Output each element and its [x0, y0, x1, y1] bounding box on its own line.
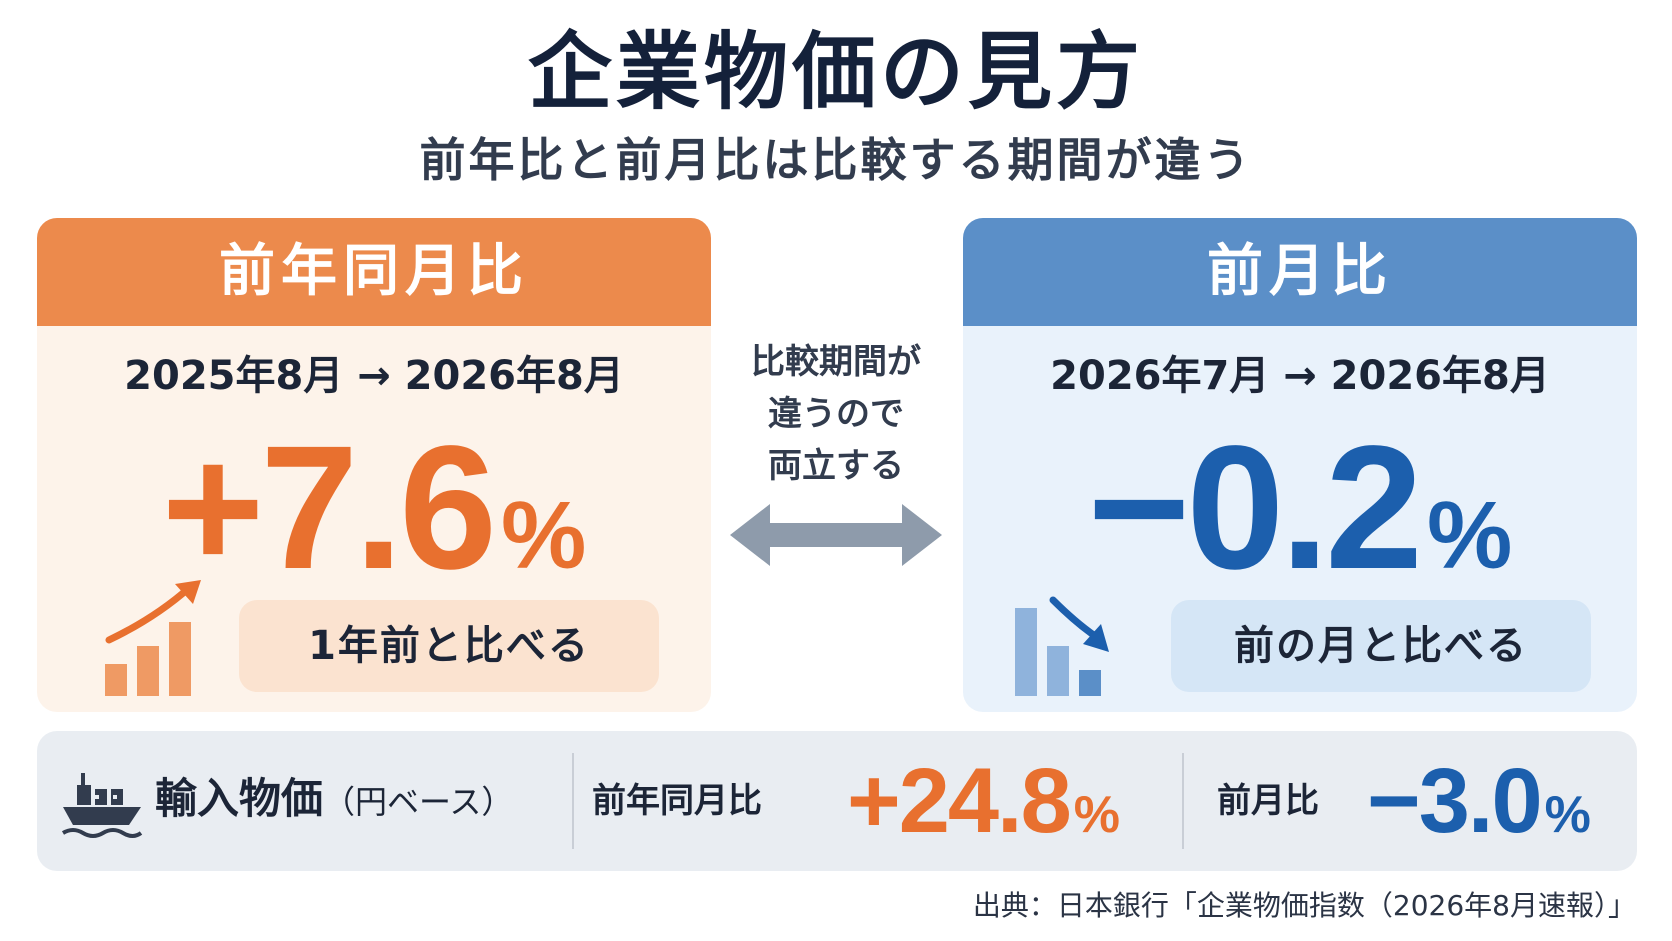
rising-bar-chart-icon: [105, 580, 201, 696]
import-mom-caption: 前月比: [1217, 781, 1319, 821]
divider: [1182, 753, 1184, 849]
middle-line-3: 両立する: [768, 446, 904, 486]
mom-note: 前の月と比べる: [1171, 600, 1591, 692]
import-yoy-unit: %: [1073, 786, 1121, 844]
yoy-card: 前年同月比 2025年8月 → 2026年8月 +7.6% 1年前と比べる: [37, 218, 711, 712]
divider: [572, 753, 574, 849]
mom-card-header: 前月比: [963, 218, 1637, 326]
mom-card: 前月比 2026年7月 → 2026年8月 −0.2% 前の月と比べる: [963, 218, 1637, 712]
import-prices-basis: （円ベース）: [323, 783, 514, 821]
falling-bar-chart-icon: [1015, 596, 1109, 696]
yoy-value-number: +7.6: [161, 410, 497, 606]
middle-line-2: 違うので: [768, 394, 904, 434]
import-prices-panel: 輸入物価（円ベース） 前年同月比 +24.8% 前月比 −3.0%: [37, 731, 1637, 871]
yoy-note: 1年前と比べる: [239, 600, 659, 692]
cargo-ship-icon: [61, 773, 143, 838]
import-mom-number: −3.0: [1367, 750, 1543, 852]
source-note: 出典：日本銀行「企業物価指数（2026年8月速報）」: [972, 889, 1636, 922]
mom-value-unit: %: [1427, 482, 1513, 589]
import-mom-unit: %: [1544, 786, 1591, 844]
yoy-value: +7.6%: [37, 418, 711, 626]
import-prices-label: 輸入物価（円ベース）: [155, 769, 513, 832]
middle-explanation: 比較期間が 違うので 両立する: [730, 336, 942, 492]
double-arrow-icon: [730, 504, 942, 566]
page-title: 企業物価の見方: [527, 23, 1144, 121]
mom-period: 2026年7月 → 2026年8月: [1050, 353, 1550, 399]
import-mom-value: −3.0%: [1367, 751, 1591, 865]
page-subtitle: 前年比と前月比は比較する期間が違う: [419, 133, 1253, 187]
import-yoy-value: +24.8%: [847, 751, 1120, 865]
middle-line-1: 比較期間が: [751, 342, 921, 382]
yoy-card-header: 前年同月比: [37, 218, 711, 326]
import-yoy-caption: 前年同月比: [592, 781, 762, 821]
mom-value: −0.2%: [963, 418, 1637, 626]
yoy-value-unit: %: [501, 482, 587, 589]
import-yoy-number: +24.8: [847, 750, 1072, 852]
import-prices-title: 輸入物価: [155, 774, 324, 823]
yoy-period: 2025年8月 → 2026年8月: [124, 353, 624, 399]
mom-value-number: −0.2: [1087, 410, 1423, 606]
